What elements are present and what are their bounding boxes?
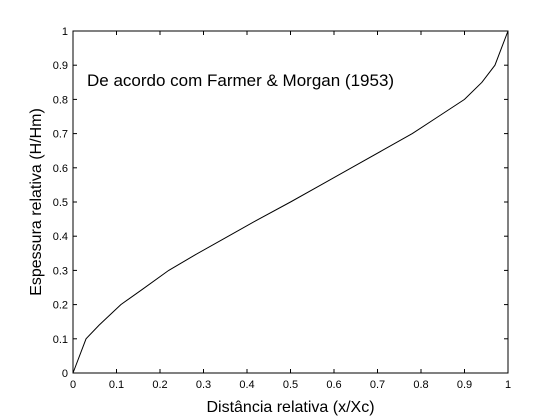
x-tick-label: 0.9 <box>457 379 472 391</box>
x-tick-label: 0.4 <box>239 379 254 391</box>
x-tick-label: 0 <box>70 379 76 391</box>
y-tick-label: 0.7 <box>53 129 68 141</box>
x-axis-label: Distância relativa (x/Xc) <box>206 399 374 416</box>
x-tick-label: 0.3 <box>196 379 211 391</box>
x-tick-label: 0.8 <box>413 379 428 391</box>
y-tick-label: 0.9 <box>53 60 68 72</box>
series-layer <box>72 30 509 374</box>
y-tick-label: 0.6 <box>53 163 68 175</box>
series-line <box>72 30 509 374</box>
y-tick-label: 0.3 <box>53 265 68 277</box>
y-tick-label: 0 <box>62 368 68 380</box>
y-tick-label: 0.4 <box>53 231 68 243</box>
x-axis-ticks: 0 0.1 0.2 0.3 0.4 0.5 0.6 0.7 0.8 0.9 1 <box>70 31 511 391</box>
y-axis-ticks: 0 0.1 0.2 0.3 0.4 0.5 0.6 0.7 0.8 0.9 1 <box>53 26 508 380</box>
x-tick-label: 0.7 <box>370 379 385 391</box>
y-tick-label: 0.1 <box>53 334 68 346</box>
y-tick-label: 0.2 <box>53 300 68 312</box>
x-tick-label: 0.2 <box>152 379 167 391</box>
y-tick-label: 1 <box>62 26 68 38</box>
annotation-text: De acordo com Farmer & Morgan (1953) <box>87 71 394 90</box>
x-tick-label: 0.1 <box>109 379 124 391</box>
y-tick-label: 0.5 <box>53 197 68 209</box>
x-tick-label: 0.6 <box>326 379 341 391</box>
x-tick-label: 1 <box>505 379 511 391</box>
y-tick-label: 0.8 <box>53 94 68 106</box>
y-axis-label: Espessura relativa (H/Hm) <box>28 108 45 296</box>
x-tick-label: 0.5 <box>283 379 298 391</box>
